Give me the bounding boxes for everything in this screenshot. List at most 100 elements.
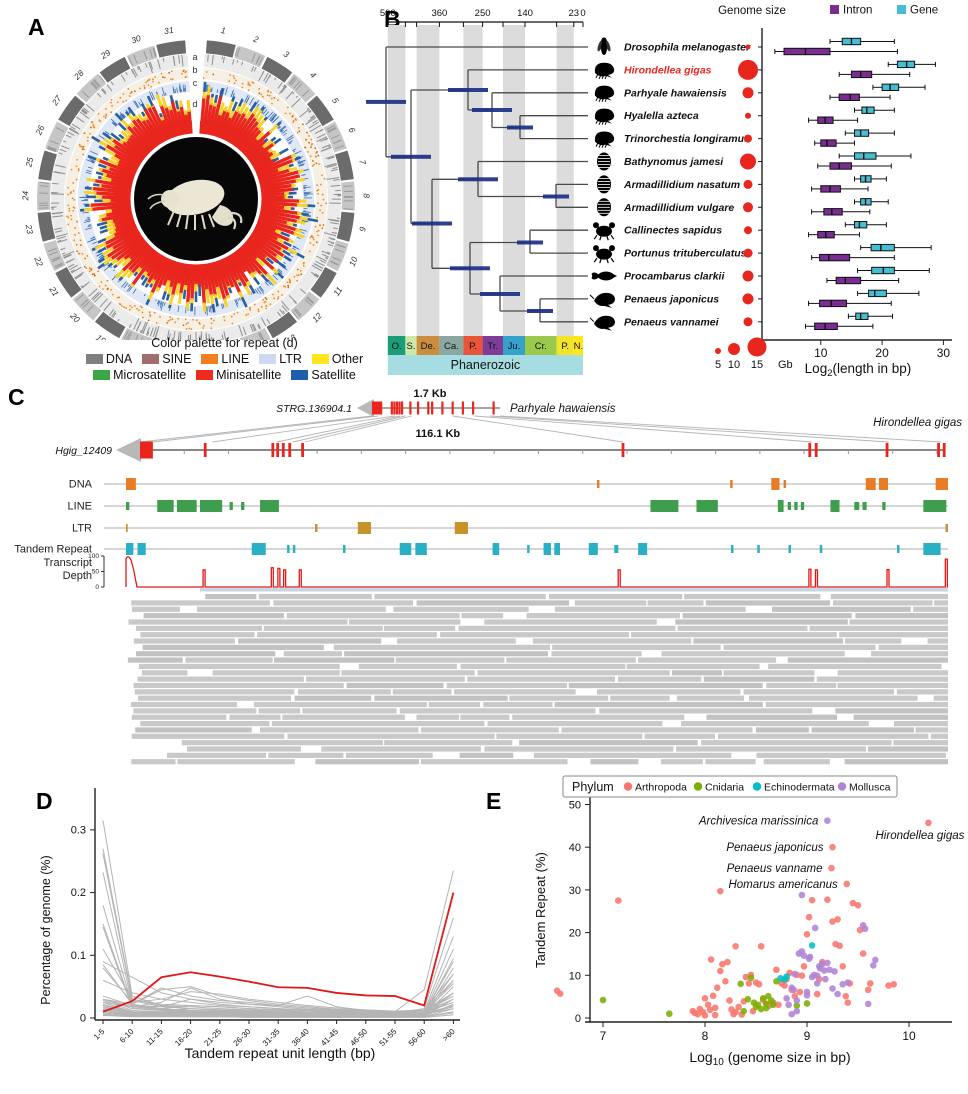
scatter-point-arthropoda (796, 988, 804, 996)
chromosome-number-24: 24 (20, 191, 30, 202)
scatter-point-arthropoda (701, 1012, 709, 1019)
panel-label-a: A (28, 14, 45, 40)
scatter-point-cnidaria (759, 995, 767, 1002)
scatter-point-mollusca (824, 959, 831, 967)
chromosome-number-26: 26 (33, 123, 46, 137)
node-ci-bar (472, 108, 512, 112)
scatter-point-cnidaria (762, 1004, 770, 1012)
period-N. (573, 336, 583, 355)
node-ci-bar (507, 125, 533, 130)
boxplot-box (838, 93, 860, 101)
scatter-point-arthropoda (854, 901, 862, 909)
d-x-tick: 11-15 (144, 1027, 165, 1048)
scatter-point-arthropoda (800, 963, 808, 970)
swatch-microsatellite (93, 370, 111, 380)
swatch-minisatellite (196, 370, 214, 380)
gene-top-size: 1.7 Kb (413, 388, 446, 400)
svg-text:15: 15 (751, 359, 763, 371)
svg-text:S.: S. (407, 341, 416, 352)
scatter-point-cnidaria (757, 1005, 765, 1013)
species-label: Portunus trituberculatus (624, 248, 747, 260)
svg-text:40: 40 (569, 842, 581, 854)
track-label-b: b (192, 65, 197, 75)
scatter-point-arthropoda (885, 982, 892, 989)
chromosome-number-13: 13 (284, 332, 298, 340)
scatter-point-cnidaria (744, 995, 752, 1003)
genome-size-bubble (744, 226, 752, 235)
scatter-point-cnidaria (666, 1010, 673, 1018)
species-icon-shrimp (589, 315, 615, 331)
genome-size-bubble (742, 87, 754, 99)
species-icon-amphipod (594, 108, 615, 125)
svg-text:0.1: 0.1 (71, 950, 86, 962)
scatter-point-arthropoda (735, 1003, 742, 1011)
scatter-point-arthropoda (709, 992, 717, 1000)
species-label: Parhyale hawaiensis (624, 87, 727, 99)
chromosome-segment-23 (37, 211, 56, 242)
genome-size-bubble (743, 248, 753, 258)
svg-text:0: 0 (95, 584, 99, 591)
period-Cr. (525, 336, 557, 355)
repeat-legend-item-line: LINE (201, 352, 249, 366)
scatter-point-mollusca (803, 992, 811, 999)
svg-text:7: 7 (600, 1029, 607, 1043)
species-icon-amphipod (594, 85, 615, 103)
chromosome-segment-31 (156, 40, 187, 58)
chromosome-number-23: 23 (24, 223, 36, 235)
panel-c-gene-structure: 1.7 Kb Parhyale hawaiensis STRG.136904.1 11… (14, 388, 962, 765)
track-label-ltr: LTR (72, 523, 92, 535)
period-De. (416, 336, 440, 355)
scatter-point-arthropoda (707, 956, 715, 963)
scatter-point-arthropoda (773, 966, 780, 974)
scatter-point-mollusca (813, 972, 821, 980)
size-legend-bubble (728, 343, 740, 355)
scatter-point-arthropoda (829, 918, 836, 925)
time-tick-250: 250 (475, 8, 491, 19)
chromosome-segment-18 (121, 327, 153, 340)
phylum-legend-arthropoda: Arthropoda (635, 782, 687, 794)
node-ci-bar (450, 266, 490, 271)
track-label-dna: DNA (69, 479, 93, 491)
size-legend-bubble (715, 348, 721, 354)
repeat-legend-title: Color palette for repeat (d) (151, 336, 298, 350)
scatter-point-arthropoda (843, 880, 851, 888)
swatch-satellite (291, 370, 309, 380)
species-label: Callinectes sapidus (624, 225, 722, 237)
swatch-sine (142, 354, 160, 364)
genome-size-bubble (742, 270, 754, 282)
scatter-point-arthropoda (711, 1011, 719, 1019)
chromosome-number-31: 31 (163, 25, 174, 36)
scatter-point-arthropoda (732, 1008, 739, 1016)
chromosome-segment-20 (72, 291, 102, 321)
track-label-a: a (192, 52, 197, 62)
chromosome-number-7: 7 (357, 159, 368, 166)
chromosome-number-2: 2 (251, 33, 260, 44)
scatter-point-mollusca (819, 960, 826, 968)
chromosome-segment-21 (55, 266, 82, 298)
scatter-point-arthropoda (856, 926, 864, 934)
scatter-point-mollusca (806, 953, 814, 961)
chromosome-number-1: 1 (220, 25, 227, 36)
gene-top-id: STRG.136904.1 (276, 403, 352, 415)
gene-bottom-species: Hirondellea gigas (873, 417, 962, 429)
chromosome-segment-4 (285, 73, 316, 103)
svg-text:10: 10 (814, 346, 828, 360)
scatter-point-mollusca (813, 980, 821, 987)
species-label: Bathynomus jamesi (624, 156, 724, 168)
scatter-point-arthropoda (829, 843, 836, 851)
scatter-point-mollusca (783, 995, 790, 1002)
circos-plot: 1234567891011121314151617181920212223242… (20, 13, 372, 340)
scatter-point-mollusca (844, 979, 852, 986)
swatch-ltr (259, 354, 277, 364)
repeat-legend-row-2: Microsatellite Minisatellite Satellite (52, 368, 397, 382)
chromosome-segment-1 (205, 40, 236, 58)
amphipod-silhouette (147, 179, 243, 230)
phylum-legend-echinodermata: Echinodermata (764, 782, 835, 794)
svg-text:N.: N. (574, 341, 584, 352)
node-ci-bar (448, 88, 488, 92)
chromosome-segment-24 (37, 181, 51, 211)
scatter-point-arthropoda (732, 942, 739, 950)
panel-label-c: C (8, 384, 25, 410)
chromosome-number-29: 29 (98, 47, 112, 61)
scatter-point-arthropoda (775, 1001, 782, 1009)
